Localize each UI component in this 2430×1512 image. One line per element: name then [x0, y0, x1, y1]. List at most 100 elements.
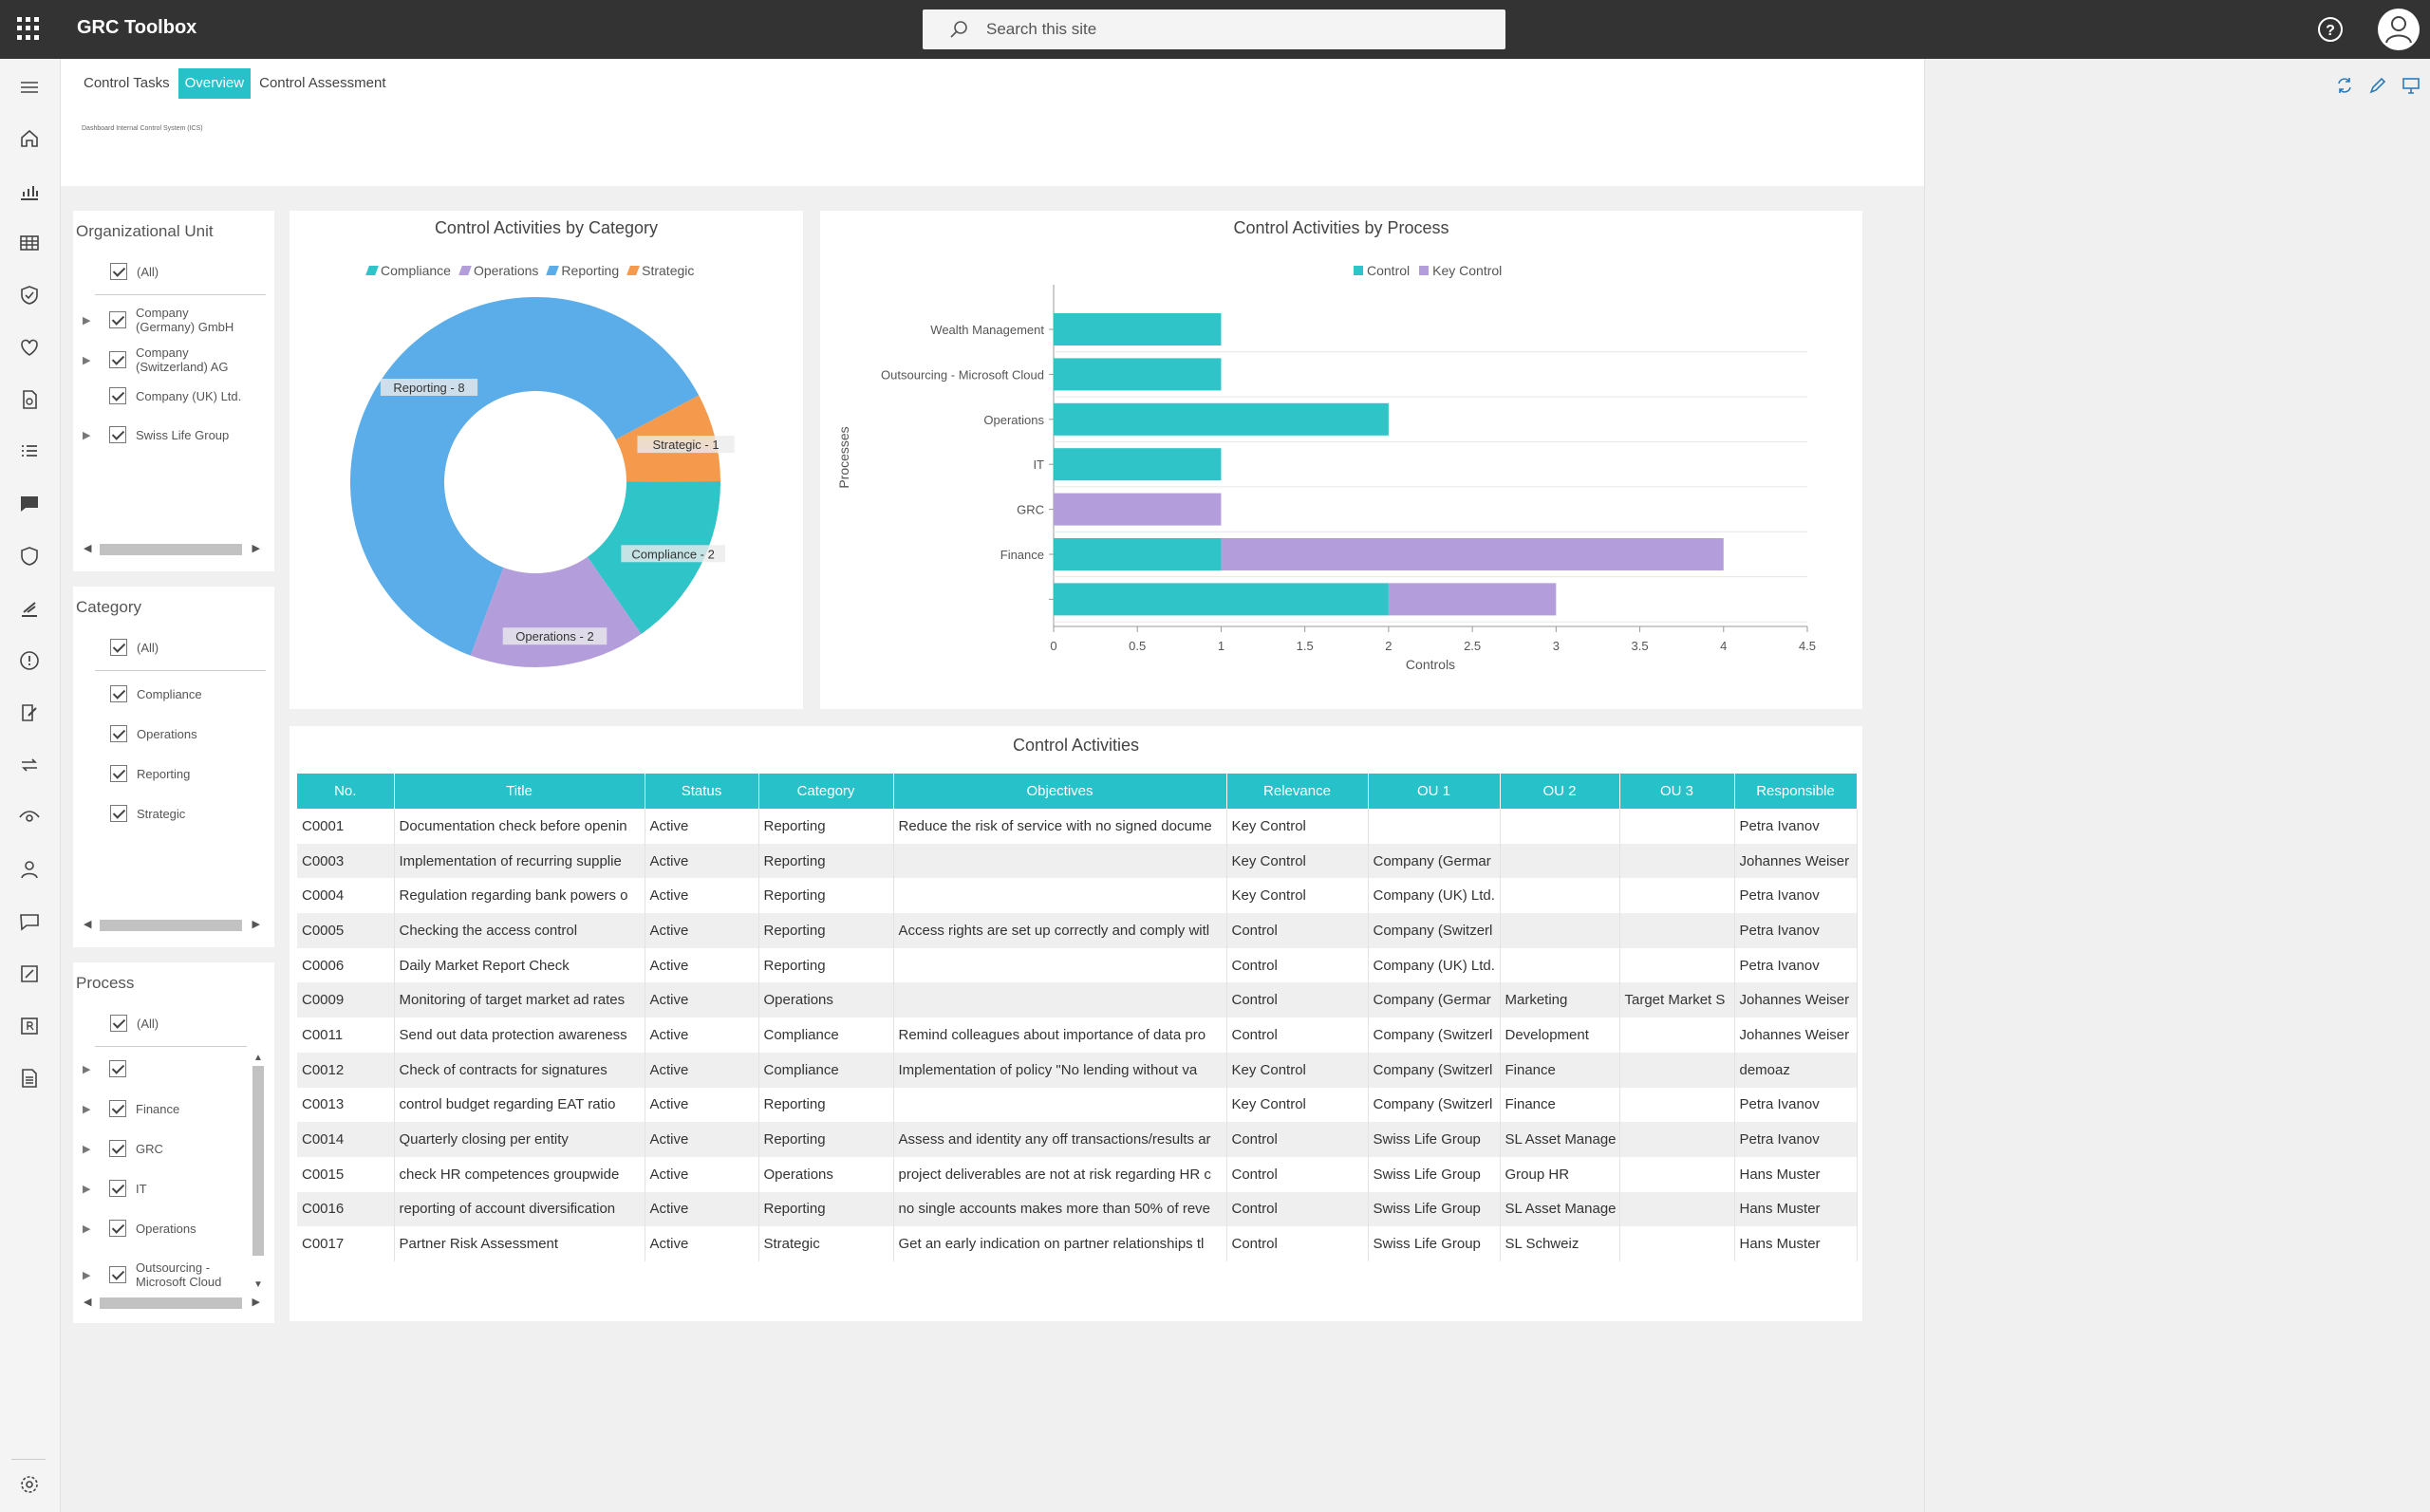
filter-option[interactable]: Reporting: [110, 765, 190, 782]
column-header[interactable]: Relevance: [1226, 774, 1369, 809]
tab-control-tasks[interactable]: Control Tasks: [84, 75, 170, 91]
scroll-thumb[interactable]: [252, 1066, 264, 1256]
checkbox[interactable]: [109, 1266, 126, 1283]
legend-item[interactable]: Control: [1354, 263, 1410, 278]
filter-option-all[interactable]: (All): [110, 639, 159, 656]
tab-overview[interactable]: Overview: [178, 68, 252, 99]
checkbox[interactable]: [109, 1220, 126, 1237]
checkbox[interactable]: [110, 263, 127, 280]
feedback-icon[interactable]: [18, 910, 41, 933]
bar-key-control[interactable]: [1221, 537, 1724, 570]
list-icon[interactable]: [18, 440, 41, 463]
home-icon[interactable]: [18, 127, 41, 150]
edit-icon[interactable]: [2368, 76, 2387, 95]
expand-icon[interactable]: ▶: [83, 1183, 91, 1195]
vertical-scrollbar[interactable]: ▲ ▼: [250, 1053, 267, 1290]
document-search-icon[interactable]: [18, 388, 41, 411]
menu-icon[interactable]: [18, 76, 41, 99]
alert-icon[interactable]: [18, 649, 41, 672]
legend-item[interactable]: Compliance: [365, 263, 451, 278]
column-header[interactable]: Responsible: [1734, 774, 1858, 809]
checkbox[interactable]: [110, 725, 127, 742]
search-placeholder[interactable]: Search this site: [986, 20, 1097, 38]
column-header[interactable]: OU 2: [1500, 774, 1620, 809]
table-row[interactable]: C0014 Quarterly closing per entity Active R…: [297, 1122, 1858, 1157]
horizontal-scrollbar[interactable]: ◀ ▶: [81, 541, 263, 558]
checkbox[interactable]: [109, 1140, 126, 1157]
eye-icon[interactable]: [18, 806, 41, 829]
filter-option[interactable]: ▶ Swiss Life Group: [83, 426, 229, 443]
present-icon[interactable]: [2402, 76, 2421, 95]
scroll-left-icon[interactable]: ◀: [84, 1297, 92, 1308]
scroll-up-icon[interactable]: ▲: [253, 1053, 263, 1063]
legend-item[interactable]: Strategic: [626, 263, 694, 278]
edit-document-icon[interactable]: [18, 701, 41, 724]
shield-icon[interactable]: [18, 545, 41, 568]
checkbox[interactable]: [110, 765, 127, 782]
checkbox[interactable]: [109, 1100, 126, 1117]
bar-key-control[interactable]: [1388, 583, 1557, 616]
scroll-right-icon[interactable]: ▶: [252, 543, 260, 554]
filter-option-all[interactable]: (All): [110, 1015, 159, 1032]
tab-control-assessment[interactable]: Control Assessment: [259, 75, 386, 91]
bar-control[interactable]: [1054, 448, 1222, 481]
expand-icon[interactable]: ▶: [83, 1269, 91, 1281]
table-row[interactable]: C0009 Monitoring of target market ad rate…: [297, 982, 1858, 1018]
register-icon[interactable]: [18, 1015, 41, 1037]
checkbox[interactable]: [110, 1015, 127, 1032]
filter-option[interactable]: ▶ Outsourcing - Microsoft Cloud: [83, 1260, 240, 1289]
horizontal-scrollbar[interactable]: ◀ ▶: [81, 917, 263, 934]
checkbox[interactable]: [110, 685, 127, 702]
filter-option[interactable]: ▶ Company (Switzerland) AG: [83, 345, 250, 374]
legend-item[interactable]: Operations: [458, 263, 538, 278]
settings-icon[interactable]: [18, 1473, 41, 1496]
shield-check-icon[interactable]: [18, 284, 41, 307]
column-header[interactable]: Title: [394, 774, 645, 809]
legend-item[interactable]: Key Control: [1419, 263, 1502, 278]
filter-option[interactable]: ▶ Company (Germany) GmbH: [83, 306, 250, 334]
filter-option[interactable]: Company (UK) Ltd.: [109, 387, 241, 404]
app-launcher-icon[interactable]: [17, 17, 40, 40]
person-icon[interactable]: [18, 858, 41, 881]
transfer-icon[interactable]: [18, 754, 41, 776]
expand-icon[interactable]: ▶: [83, 1143, 91, 1155]
filter-option[interactable]: ▶ IT: [83, 1180, 147, 1197]
filter-option[interactable]: Strategic: [110, 805, 185, 822]
table-row[interactable]: C0006 Daily Market Report Check Active Repo…: [297, 947, 1858, 983]
chart-icon[interactable]: [18, 179, 41, 202]
scroll-right-icon[interactable]: ▶: [252, 1297, 260, 1308]
scroll-thumb[interactable]: [100, 544, 242, 555]
app-title[interactable]: GRC Toolbox: [77, 17, 197, 38]
expand-icon[interactable]: ▶: [83, 1223, 91, 1235]
report-icon[interactable]: [18, 962, 41, 985]
table-row[interactable]: C0001 Documentation check before openin Ac…: [297, 809, 1858, 844]
horizontal-scrollbar[interactable]: ◀ ▶: [81, 1295, 263, 1312]
user-avatar[interactable]: [2378, 9, 2420, 50]
table-row[interactable]: C0013 control budget regarding EAT ratio A…: [297, 1087, 1858, 1123]
table-row[interactable]: C0015 check HR competences groupwide Activ…: [297, 1156, 1858, 1192]
filter-option[interactable]: Operations: [110, 725, 197, 742]
scroll-thumb[interactable]: [100, 920, 242, 931]
help-icon[interactable]: ?: [2317, 16, 2344, 43]
table-row[interactable]: C0005 Checking the access control Active Re…: [297, 913, 1858, 948]
file-list-icon[interactable]: [18, 1067, 41, 1090]
refresh-icon[interactable]: [2335, 76, 2354, 95]
bar-control[interactable]: [1054, 537, 1222, 570]
filter-option[interactable]: ▶ Finance: [83, 1100, 179, 1117]
scroll-thumb[interactable]: [100, 1297, 242, 1309]
legend-item[interactable]: Reporting: [546, 263, 619, 278]
scroll-left-icon[interactable]: ◀: [84, 919, 92, 930]
checkbox[interactable]: [110, 805, 127, 822]
signal-icon[interactable]: [18, 597, 41, 620]
filter-option[interactable]: ▶: [83, 1060, 136, 1077]
grid-icon[interactable]: [18, 232, 41, 254]
table-row[interactable]: C0011 Send out data protection awareness A…: [297, 1017, 1858, 1053]
filter-option[interactable]: ▶ Operations: [83, 1220, 196, 1237]
column-header[interactable]: OU 3: [1619, 774, 1735, 809]
column-header[interactable]: Status: [645, 774, 759, 809]
bar-key-control[interactable]: [1054, 493, 1222, 526]
filter-option-all[interactable]: (All): [110, 263, 159, 280]
filter-option[interactable]: ▶ GRC: [83, 1140, 163, 1157]
expand-icon[interactable]: ▶: [83, 1063, 91, 1075]
expand-icon[interactable]: ▶: [83, 1103, 91, 1115]
